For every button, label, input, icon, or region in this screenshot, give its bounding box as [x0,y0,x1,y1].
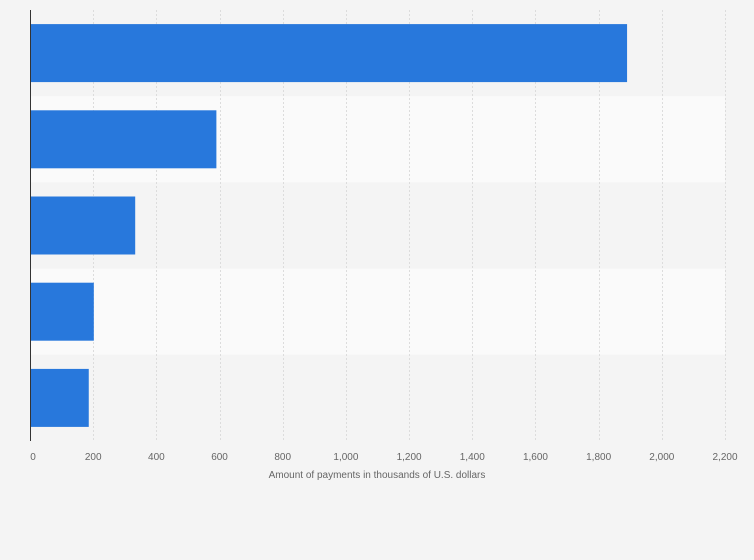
bar-1 [31,24,628,83]
x-axis-tick-labels: 0 200 400 600 800 1,000 1,200 1,400 1,600 1,800 2,… [30,452,738,463]
x-tick-label-400: 400 [148,452,165,463]
bar-3 [31,196,136,255]
x-tick-label-1600: 1,600 [523,452,548,463]
x-axis-title: Amount of payments in thousands of U.S. … [269,470,486,481]
x-tick-label-1000: 1,000 [333,452,358,463]
x-tick-label-600: 600 [211,452,228,463]
bar-2 [31,110,217,169]
x-tick-label-2200: 2,200 [712,452,737,463]
row-bands [30,10,725,441]
bar-4 [31,282,94,341]
x-tick-label-800: 800 [274,452,291,463]
x-tick-label-0: 0 [30,452,36,463]
row-band-4 [30,268,725,355]
x-tick-label-1800: 1,800 [586,452,611,463]
x-tick-label-200: 200 [85,452,102,463]
bar-5 [31,368,89,427]
x-tick-label-2000: 2,000 [649,452,674,463]
bars [31,24,628,427]
row-band-3 [30,182,725,269]
x-tick-label-1400: 1,400 [460,452,485,463]
x-tick-label-1200: 1,200 [397,452,422,463]
row-band-5 [30,354,725,441]
